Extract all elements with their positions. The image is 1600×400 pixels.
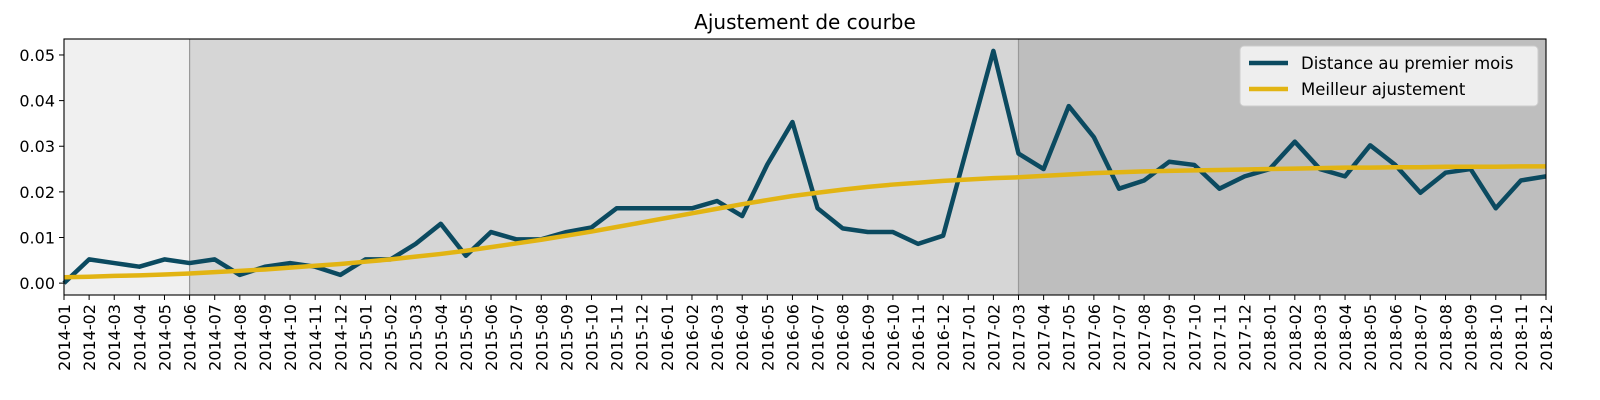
- x-tick-label: 2018-08: [1437, 304, 1456, 371]
- x-tick-label: 2018-04: [1336, 304, 1355, 371]
- plot-frame: [63, 38, 1547, 296]
- x-tick-label: 2014-04: [130, 304, 149, 371]
- x-tick-label: 2016-01: [658, 304, 677, 371]
- x-tick-label: 2014-09: [256, 304, 275, 371]
- x-tick-label: 2017-11: [1210, 304, 1229, 371]
- x-tick-label: 2018-02: [1286, 304, 1305, 371]
- x-tick-label: 2018-07: [1411, 304, 1430, 371]
- x-tick-label: 2017-05: [1060, 304, 1079, 371]
- x-tick-label: 2015-07: [507, 304, 526, 371]
- legend: Distance au premier mois Meilleur ajustem…: [1239, 45, 1539, 107]
- region-2: [189, 39, 1019, 295]
- x-tick-label: 2017-06: [1085, 304, 1104, 371]
- y-tick-label: 0.01: [19, 229, 55, 248]
- x-tick-label: 2016-02: [683, 304, 702, 371]
- x-tick-label: 2015-10: [582, 304, 601, 371]
- x-tick-label: 2015-05: [457, 304, 476, 371]
- x-tick-label: 2015-09: [557, 304, 576, 371]
- x-tick-label: 2015-11: [608, 304, 627, 371]
- x-tick-label: 2016-04: [733, 304, 752, 371]
- x-tick-label: 2018-05: [1361, 304, 1380, 371]
- x-tick-label: 2015-03: [407, 304, 426, 371]
- x-tick-label: 2015-04: [432, 304, 451, 371]
- x-tick-label: 2017-08: [1135, 304, 1154, 371]
- x-tick-label: 2014-06: [181, 304, 200, 371]
- legend-label: Meilleur ajustement: [1301, 80, 1466, 99]
- x-tick-label: 2016-06: [783, 304, 802, 371]
- x-tick-label: 2018-12: [1537, 304, 1556, 371]
- x-tick-label: 2014-05: [155, 304, 174, 371]
- x-tick-label: 2018-09: [1462, 304, 1481, 371]
- y-tick-label: 0.00: [19, 274, 55, 293]
- x-tick-label: 2018-03: [1311, 304, 1330, 371]
- x-tick-label: 2016-03: [708, 304, 727, 371]
- x-tick-label: 2016-10: [884, 304, 903, 371]
- series-line-2: [63, 164, 1546, 280]
- x-tick-label: 2017-02: [984, 304, 1003, 371]
- x-tick-label: 2017-03: [1010, 304, 1029, 371]
- x-tick-label: 2016-11: [909, 304, 928, 371]
- x-tick-label: 2018-11: [1512, 304, 1531, 371]
- x-tick-label: 2014-07: [206, 304, 225, 371]
- x-tick-label: 2015-08: [532, 304, 551, 371]
- x-tick-label: 2015-12: [633, 304, 652, 371]
- x-tick-label: 2018-10: [1487, 304, 1506, 371]
- x-tick-label: 2014-03: [105, 304, 124, 371]
- series-lines: [62, 48, 1547, 285]
- x-tick-label: 2016-07: [809, 304, 828, 371]
- x-tick-label: 2014-10: [281, 304, 300, 371]
- legend-box: [1239, 45, 1539, 107]
- x-tick-label: 2017-07: [1110, 304, 1129, 371]
- x-axis: 2014-01 2014-02 2014-03 2014-04 2014-05 2014-…: [55, 295, 1556, 371]
- region-1: [64, 39, 190, 295]
- chart-title: Ajustement de courbe: [694, 10, 916, 34]
- x-tick-label: 2015-06: [482, 304, 501, 371]
- legend-label: Distance au premier mois: [1301, 54, 1513, 73]
- x-tick-label: 2014-01: [55, 304, 74, 371]
- x-tick-label: 2014-08: [231, 304, 250, 371]
- x-tick-label: 2016-09: [859, 304, 878, 371]
- x-tick-label: 2014-12: [331, 304, 350, 371]
- x-tick-label: 2016-08: [834, 304, 853, 371]
- x-tick-label: 2015-01: [356, 304, 375, 371]
- x-tick-label: 2014-02: [80, 304, 99, 371]
- x-tick-label: 2018-06: [1386, 304, 1405, 371]
- y-tick-label: 0.03: [19, 137, 55, 156]
- y-tick-label: 0.05: [19, 46, 55, 65]
- x-tick-label: 2017-01: [959, 304, 978, 371]
- x-tick-label: 2016-12: [934, 304, 953, 371]
- y-axis: 0.00 0.01 0.02 0.03 0.04 0.05: [19, 46, 64, 293]
- x-tick-label: 2017-09: [1160, 304, 1179, 371]
- x-tick-label: 2016-05: [758, 304, 777, 371]
- x-tick-label: 2017-10: [1185, 304, 1204, 371]
- x-tick-label: 2015-02: [382, 304, 401, 371]
- y-tick-label: 0.02: [19, 183, 55, 202]
- x-tick-label: 2014-11: [306, 304, 325, 371]
- x-tick-label: 2018-01: [1261, 304, 1280, 371]
- y-tick-label: 0.04: [19, 92, 55, 111]
- x-tick-label: 2017-12: [1236, 304, 1255, 371]
- x-tick-label: 2017-04: [1035, 304, 1054, 371]
